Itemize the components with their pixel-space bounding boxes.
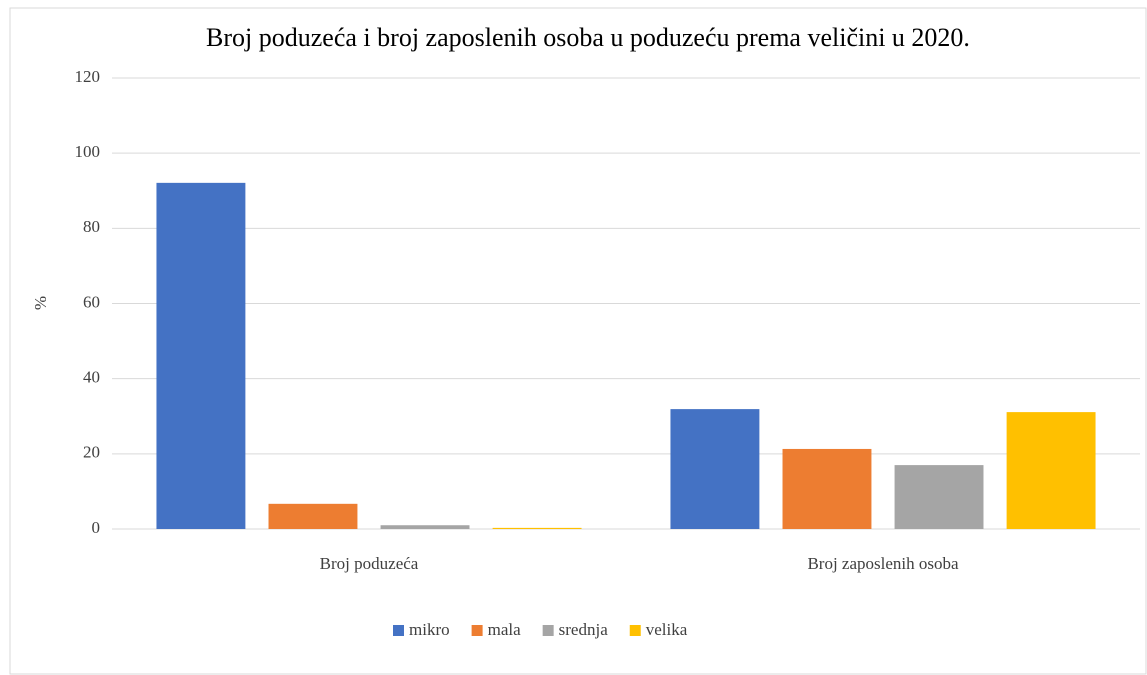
y-tick-label: 60 xyxy=(83,292,100,311)
y-tick-label: 20 xyxy=(83,443,100,462)
y-tick-label: 0 xyxy=(92,518,101,537)
legend-label: mala xyxy=(488,620,521,639)
legend-label: srednja xyxy=(559,620,609,639)
bar xyxy=(156,182,246,530)
bar xyxy=(492,527,582,529)
bar xyxy=(380,525,470,529)
bar xyxy=(782,448,872,529)
y-axis-label: % xyxy=(31,296,50,310)
bar xyxy=(268,503,358,529)
y-tick-label: 120 xyxy=(75,67,101,86)
chart-border xyxy=(9,7,1147,675)
legend-swatch xyxy=(393,625,404,636)
legend-swatch xyxy=(629,625,641,636)
x-tick-label: Broj poduzeća xyxy=(320,554,419,573)
legend-label: mikro xyxy=(409,620,450,639)
y-tick-label: 100 xyxy=(75,142,101,161)
bar xyxy=(670,409,760,529)
y-tick-label: 40 xyxy=(83,368,100,387)
y-tick-label: 80 xyxy=(83,217,100,236)
chart-title: Broj poduzeća i broj zaposlenih osoba u … xyxy=(206,23,970,52)
x-tick-label: Broj zaposlenih osoba xyxy=(807,554,959,573)
bar xyxy=(1006,412,1096,529)
legend-label: velika xyxy=(646,620,688,639)
bar xyxy=(894,465,984,529)
legend-swatch xyxy=(542,625,554,636)
legend-swatch xyxy=(471,625,483,636)
